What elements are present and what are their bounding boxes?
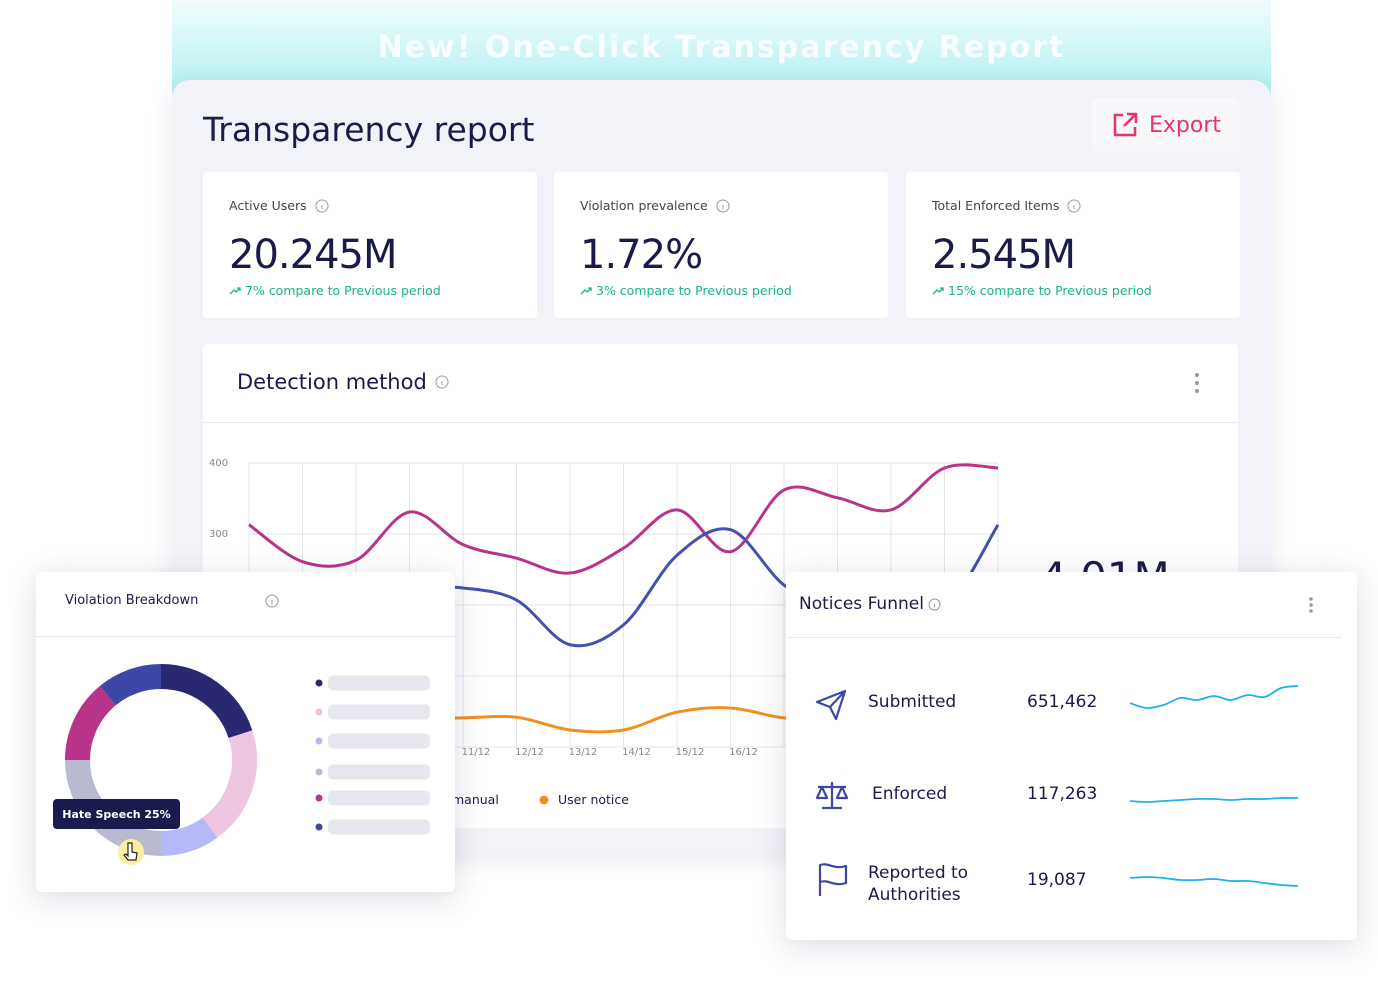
series-line <box>1129 876 1299 887</box>
legend-placeholder <box>328 733 430 749</box>
funnel-value: 117,263 <box>1027 784 1098 804</box>
breakdown-title: Violation Breakdown <box>65 593 199 608</box>
divider <box>786 637 1342 638</box>
series-line <box>1129 797 1299 803</box>
y-tick-label: 300 <box>209 529 228 540</box>
donut-chart <box>65 664 430 856</box>
x-tick-label: 13/12 <box>569 747 598 758</box>
sparklines <box>1129 685 1299 887</box>
kpi-value: 2.545M <box>932 232 1076 278</box>
series-line <box>1129 685 1299 709</box>
kpi-change: 3% compare to Previous period <box>596 283 792 298</box>
funnel-label: Enforced <box>872 784 948 804</box>
info-icon <box>265 594 279 608</box>
kpi-card: Violation prevalence 1.72% 3% compare to… <box>554 172 888 318</box>
funnel-value: 651,462 <box>1027 692 1098 712</box>
flag-icon <box>818 863 848 896</box>
x-tick-label: 12/12 <box>515 747 544 758</box>
detection-header: Detection method <box>237 370 449 394</box>
legend-placeholder <box>328 790 430 806</box>
legend-swatch <box>315 794 323 802</box>
legend-placeholder <box>328 704 430 720</box>
kpi-change-row: 3% compare to Previous period <box>580 283 792 298</box>
submitted-icon <box>815 689 847 721</box>
x-tick-label: 14/12 <box>622 747 651 758</box>
funnel-header: Notices Funnel <box>799 594 941 614</box>
legend-placeholder <box>328 819 430 835</box>
legend-swatch <box>315 708 323 716</box>
legend-swatch <box>315 737 323 745</box>
donut-segment <box>160 664 253 739</box>
banner-text: New! One-Click Transparency Report <box>377 30 1066 65</box>
export-button[interactable]: Export <box>1092 98 1240 152</box>
kebab-menu[interactable] <box>1193 372 1201 394</box>
page-title: Transparency report <box>203 110 535 149</box>
donut-segment <box>65 686 117 761</box>
kpi-change-row: 15% compare to Previous period <box>932 283 1152 298</box>
legend-swatch <box>539 795 549 805</box>
kpi-label: Total Enforced Items <box>932 198 1060 213</box>
y-tick-label: 400 <box>209 458 228 469</box>
kpi-change: 7% compare to Previous period <box>245 283 441 298</box>
legend-swatch <box>315 823 323 831</box>
tooltip: Hate Speech 25% <box>53 799 180 829</box>
kpi-label-row: Active Users <box>229 198 329 213</box>
cursor <box>118 839 144 865</box>
kpi-change: 15% compare to Previous period <box>948 283 1152 298</box>
donut-segment <box>202 730 257 838</box>
detection-title: Detection method <box>237 370 427 394</box>
info-icon <box>1067 199 1081 212</box>
x-tick-label: 11/12 <box>462 747 491 758</box>
kpi-label: Violation prevalence <box>580 198 708 213</box>
funnel-value: 19,087 <box>1027 870 1087 890</box>
info-icon <box>928 598 941 610</box>
export-icon <box>1113 112 1138 137</box>
legend-placeholder <box>328 675 430 691</box>
kpi-card: Total Enforced Items 2.545M 15% compare … <box>906 172 1240 318</box>
donut-segment <box>160 817 218 856</box>
breakdown-card: Violation Breakdown Hate Speech 25% <box>36 572 455 892</box>
legend-label: User notice <box>558 792 629 807</box>
funnel-title: Notices Funnel <box>799 594 924 614</box>
trend-icon <box>229 286 241 294</box>
trend-icon <box>580 286 592 294</box>
kpi-change-row: 7% compare to Previous period <box>229 283 441 298</box>
kpi-value: 1.72% <box>580 232 703 278</box>
kebab-menu[interactable] <box>1307 596 1315 614</box>
kpi-label-row: Violation prevalence <box>580 198 730 213</box>
divider <box>203 422 1238 423</box>
series-line <box>248 463 999 575</box>
legend-label: manual <box>452 792 499 807</box>
info-icon <box>716 199 730 212</box>
x-tick-label: 16/12 <box>729 747 758 758</box>
kpi-value: 20.245M <box>229 232 397 278</box>
kpi-label-row: Total Enforced Items <box>932 198 1081 213</box>
enforced-icon <box>815 782 849 810</box>
funnel-card: Notices Funnel Submitted 651,462 Enforce… <box>786 572 1357 940</box>
export-label: Export <box>1148 112 1221 138</box>
funnel-label: Reported to Authorities <box>868 863 969 905</box>
legend-swatch <box>315 679 323 687</box>
legend-placeholder <box>328 764 430 780</box>
kpi-label: Active Users <box>229 198 307 213</box>
x-tick-label: 15/12 <box>676 747 705 758</box>
info-icon <box>435 375 449 389</box>
divider <box>36 636 455 637</box>
funnel-label: Submitted <box>868 692 957 712</box>
trend-icon <box>932 286 944 294</box>
info-icon <box>315 199 329 212</box>
legend-swatch <box>315 768 323 776</box>
donut-segment <box>99 664 162 706</box>
kpi-card: Active Users 20.245M 7% compare to Previ… <box>203 172 537 318</box>
